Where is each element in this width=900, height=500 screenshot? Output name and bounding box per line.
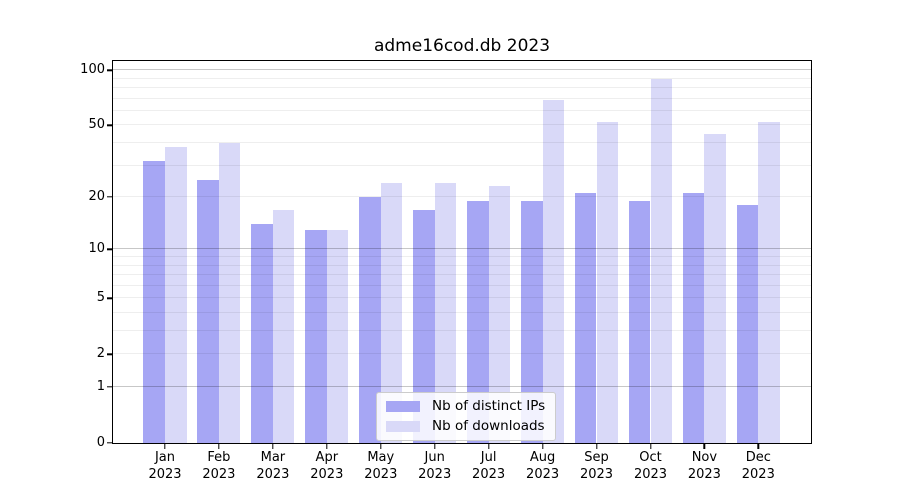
bar-nb-of-distinct-ips-mar bbox=[251, 224, 273, 443]
chart-title: adme16cod.db 2023 bbox=[373, 36, 551, 56]
y-tick-mark-1 bbox=[106, 386, 113, 388]
bar-nb-of-downloads-oct bbox=[650, 78, 673, 443]
gridline-minor-5 bbox=[113, 297, 811, 299]
y-tick-label-5: 5 bbox=[96, 290, 105, 306]
legend: Nb of distinct IPs Nb of downloads bbox=[376, 392, 557, 441]
legend-item-downloads: Nb of downloads bbox=[386, 419, 545, 434]
gridline-minor-40 bbox=[113, 142, 811, 143]
bar-nb-of-downloads-may bbox=[380, 183, 403, 443]
bar-nb-of-distinct-ips-feb bbox=[197, 179, 219, 443]
gridline-minor-90 bbox=[113, 77, 811, 79]
gridline-minor-70 bbox=[113, 97, 811, 99]
y-tick-mark-100 bbox=[106, 69, 113, 71]
y-tick-mark-50 bbox=[106, 124, 113, 127]
x-tick-label-nov: Nov 2023 bbox=[687, 450, 721, 482]
bar-nb-of-downloads-mar bbox=[272, 209, 295, 443]
x-tick-mark-nov bbox=[703, 444, 706, 449]
bar-nb-of-downloads-sep bbox=[596, 122, 619, 443]
y-tick-label-10: 10 bbox=[88, 241, 105, 257]
gridline-minor-8 bbox=[113, 264, 811, 266]
x-tick-mark-feb bbox=[218, 444, 220, 449]
x-tick-label-mar: Mar 2023 bbox=[256, 450, 290, 482]
gridline-minor-4 bbox=[113, 312, 811, 313]
legend-label-distinct-ips: Nb of distinct IPs bbox=[432, 398, 546, 414]
legend-label-downloads: Nb of downloads bbox=[432, 418, 545, 434]
bar-nb-of-distinct-ips-sep bbox=[574, 193, 597, 443]
bar-nb-of-downloads-apr bbox=[326, 229, 349, 443]
x-tick-mark-dec bbox=[757, 444, 759, 449]
x-tick-mark-jul bbox=[487, 444, 490, 449]
plot-area bbox=[113, 61, 811, 443]
x-tick-label-jun: Jun 2023 bbox=[418, 450, 452, 482]
gridline-major-100 bbox=[113, 69, 811, 71]
y-tick-label-1: 1 bbox=[96, 379, 105, 394]
x-tick-label-may: May 2023 bbox=[364, 450, 398, 482]
bar-nb-of-distinct-ips-aug bbox=[521, 201, 543, 443]
bar-nb-of-downloads-jan bbox=[165, 147, 187, 443]
bar-nb-of-distinct-ips-dec bbox=[736, 205, 759, 443]
y-tick-label-20: 20 bbox=[88, 189, 105, 205]
x-tick-mark-may bbox=[380, 444, 382, 449]
gridline-minor-80 bbox=[113, 87, 811, 88]
bar-nb-of-distinct-ips-nov bbox=[682, 193, 705, 443]
x-tick-label-jul: Jul 2023 bbox=[472, 450, 506, 482]
gridline-minor-30 bbox=[113, 164, 811, 166]
x-tick-label-oct: Oct 2023 bbox=[633, 450, 668, 482]
gridline-minor-20 bbox=[113, 196, 811, 198]
y-tick-label-2: 2 bbox=[96, 346, 105, 362]
bar-nb-of-distinct-ips-jul bbox=[467, 201, 489, 443]
x-tick-label-dec: Dec 2023 bbox=[741, 450, 775, 482]
x-tick-mark-mar bbox=[272, 444, 274, 449]
x-tick-mark-jan bbox=[164, 444, 166, 449]
bar-nb-of-distinct-ips-oct bbox=[628, 201, 651, 443]
bar-nb-of-downloads-jun bbox=[434, 183, 457, 443]
x-tick-label-aug: Aug 2023 bbox=[526, 450, 560, 482]
y-tick-mark-2 bbox=[106, 353, 113, 355]
gridline-minor-50 bbox=[113, 124, 811, 126]
y-tick-mark-10 bbox=[106, 248, 113, 250]
legend-item-distinct-ips: Nb of distinct IPs bbox=[386, 399, 545, 414]
y-tick-label-0: 0 bbox=[96, 435, 105, 450]
gridline-minor-3 bbox=[113, 330, 811, 331]
bar-nb-of-downloads-nov bbox=[704, 133, 726, 443]
x-tick-mark-sep bbox=[595, 444, 598, 449]
bar-nb-of-downloads-jul bbox=[488, 186, 511, 443]
gridline-minor-7 bbox=[113, 274, 811, 275]
legend-swatch-distinct-ips bbox=[386, 401, 420, 412]
bar-nb-of-distinct-ips-jun bbox=[413, 209, 435, 443]
y-tick-label-100: 100 bbox=[80, 62, 105, 78]
bar-nb-of-downloads-aug bbox=[542, 99, 565, 443]
y-tick-mark-20 bbox=[106, 196, 113, 198]
x-tick-label-jan: Jan 2023 bbox=[148, 450, 182, 482]
x-tick-mark-oct bbox=[649, 444, 652, 449]
y-tick-mark-0 bbox=[106, 442, 113, 444]
x-tick-mark-jun bbox=[433, 444, 436, 449]
x-tick-label-sep: Sep 2023 bbox=[579, 450, 614, 482]
bar-nb-of-downloads-dec bbox=[758, 122, 780, 443]
gridline-minor-9 bbox=[113, 256, 811, 257]
legend-swatch-downloads bbox=[386, 421, 420, 432]
gridline-minor-6 bbox=[113, 284, 811, 286]
bar-nb-of-distinct-ips-apr bbox=[305, 229, 327, 443]
y-tick-mark-5 bbox=[106, 297, 113, 299]
x-tick-mark-apr bbox=[326, 444, 328, 449]
gridline-major-10 bbox=[113, 248, 811, 250]
gridline-major-1 bbox=[113, 386, 811, 387]
x-tick-mark-aug bbox=[541, 444, 544, 449]
bar-nb-of-distinct-ips-may bbox=[359, 197, 381, 443]
gridline-minor-60 bbox=[113, 109, 811, 111]
bar-nb-of-distinct-ips-jan bbox=[143, 160, 165, 443]
x-tick-label-apr: Apr 2023 bbox=[310, 450, 344, 482]
x-tick-label-feb: Feb 2023 bbox=[202, 450, 236, 482]
gridline-minor-2 bbox=[113, 353, 811, 355]
bar-nb-of-downloads-feb bbox=[218, 143, 241, 443]
y-tick-label-50: 50 bbox=[88, 117, 105, 133]
